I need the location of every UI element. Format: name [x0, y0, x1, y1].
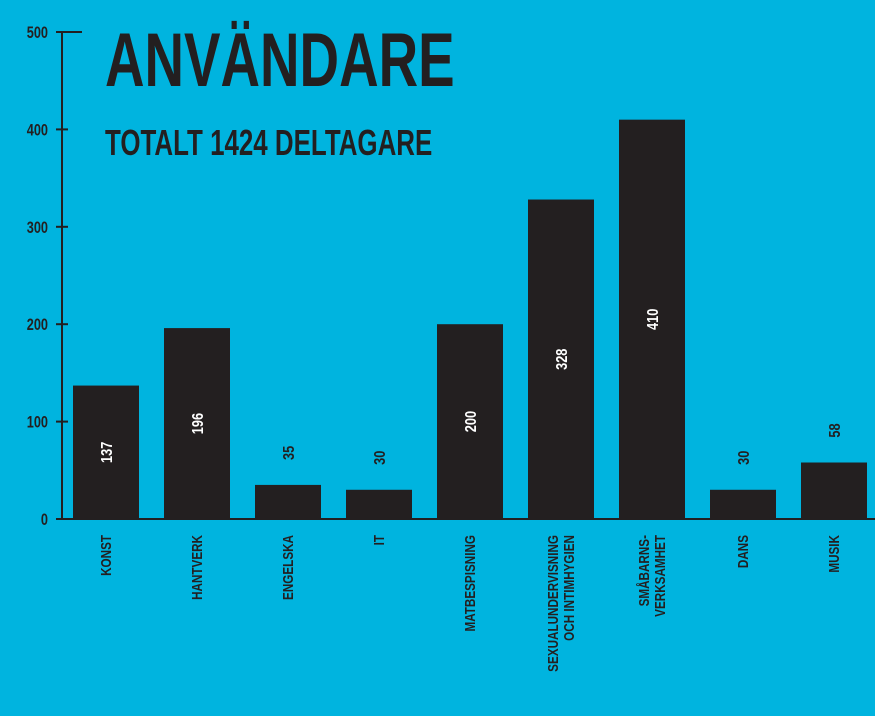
chart-title: ANVÄNDARE	[105, 18, 455, 103]
bar	[346, 489, 412, 519]
value-label: 328	[554, 349, 572, 370]
x-tick-label: SEXUALUNDERVISNINGOCH INTIMHYGIEN	[545, 535, 578, 672]
x-tick-label: SMÅBARNS-VERKSAMHET	[636, 534, 669, 617]
x-tick-label: ENGELSKA	[280, 535, 297, 600]
bar	[437, 324, 503, 519]
value-label: 410	[645, 309, 663, 330]
y-tick-label: 300	[27, 218, 48, 237]
bar	[801, 462, 867, 519]
bar	[619, 119, 685, 519]
value-label: 196	[190, 413, 208, 434]
x-tick-label: KONST	[98, 534, 115, 576]
chart-subtitle: TOTALT 1424 DELTAGARE	[105, 123, 432, 163]
y-tick-label: 500	[27, 23, 48, 42]
value-label: 30	[372, 451, 390, 465]
bar	[528, 199, 594, 519]
x-tick-label: HANTVERK	[189, 535, 206, 600]
value-label: 58	[827, 423, 845, 437]
y-tick-label: 200	[27, 315, 48, 334]
x-tick-label: DANS	[735, 535, 752, 568]
y-tick-label: 100	[27, 413, 48, 432]
bar	[164, 328, 230, 519]
bar	[73, 385, 139, 519]
value-label: 30	[736, 451, 754, 465]
value-label: 35	[281, 446, 299, 460]
x-tick-label: IT	[371, 534, 388, 545]
y-tick-label: 400	[27, 121, 48, 140]
value-label: 137	[99, 442, 117, 463]
x-tick-label: MATBESPISNING	[462, 535, 479, 632]
bar	[710, 489, 776, 519]
x-tick-label: MUSIK	[826, 535, 843, 573]
y-tick-label: 0	[41, 510, 48, 529]
bar	[255, 484, 321, 519]
value-label: 200	[463, 411, 481, 432]
